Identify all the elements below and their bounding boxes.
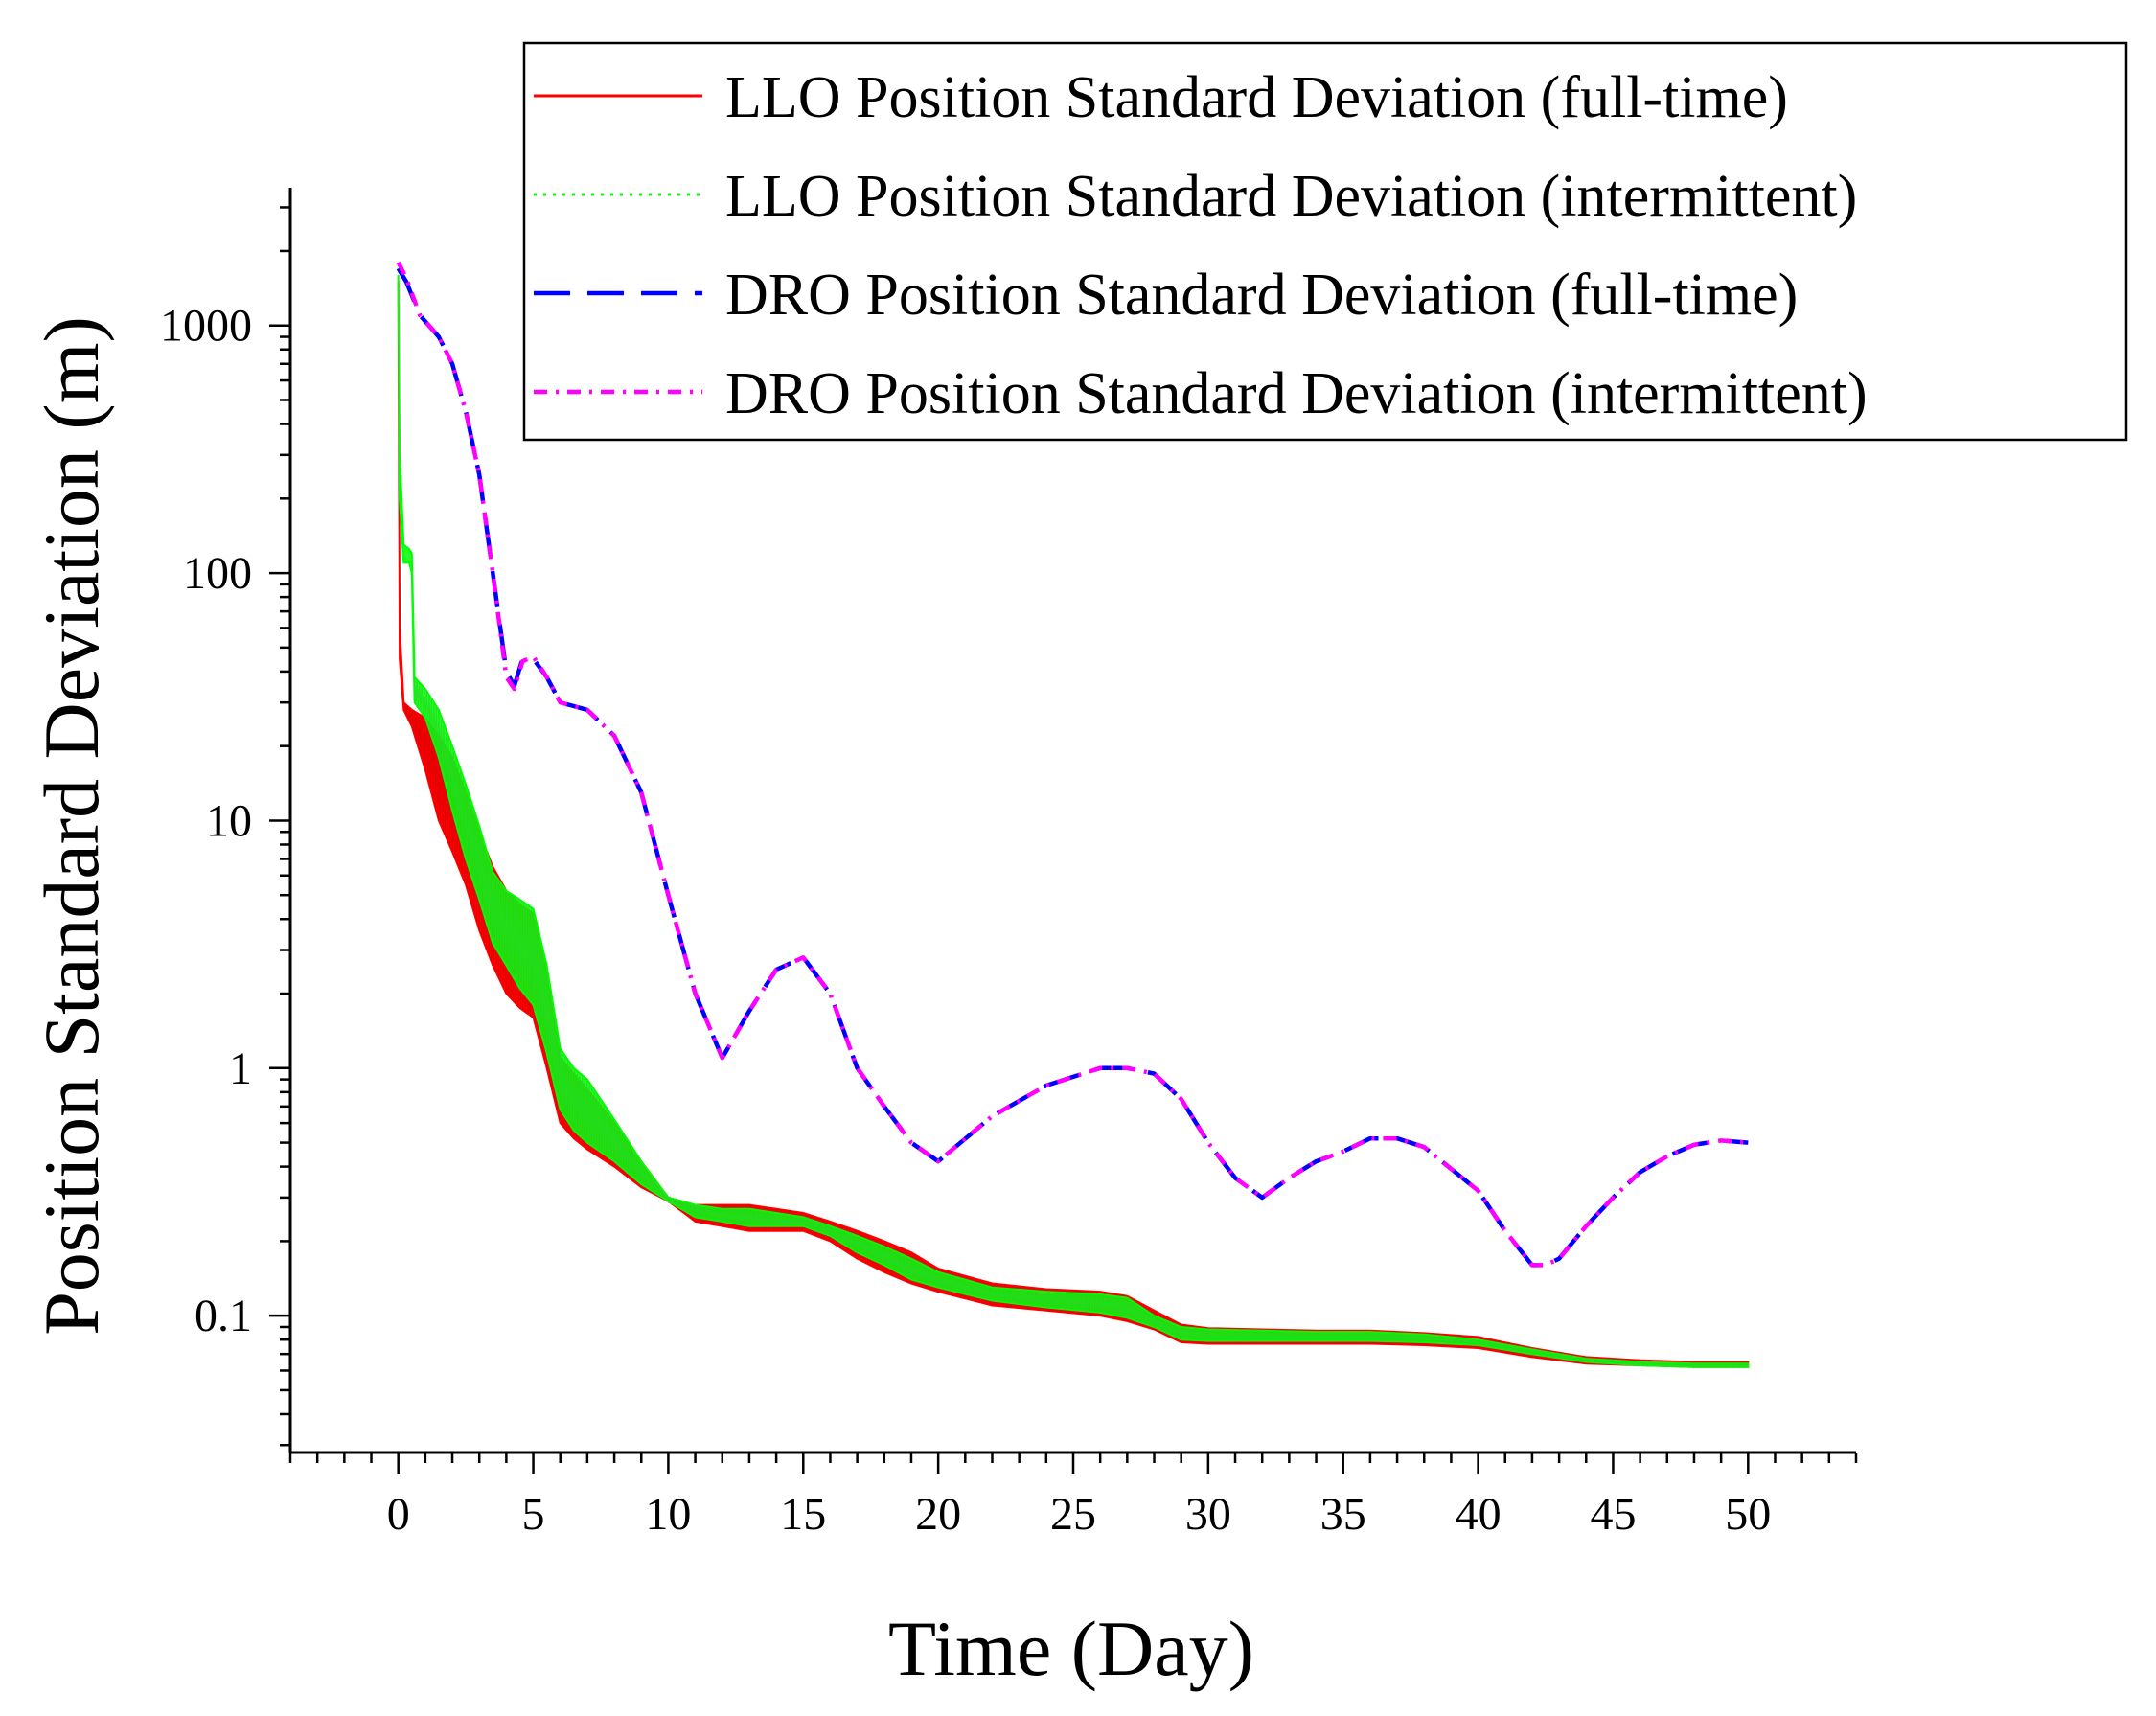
x-tick-label: 15 <box>780 1489 826 1540</box>
legend-label-3: DRO Position Standard Deviation (intermi… <box>725 361 1868 426</box>
x-tick-label: 25 <box>1050 1489 1096 1540</box>
y-ticks: 0.1 1 10 100 1000 <box>160 206 290 1447</box>
x-tick-label: 20 <box>915 1489 961 1540</box>
x-tick-label: 40 <box>1456 1489 1502 1540</box>
legend-label-0: LLO Position Standard Deviation (full-ti… <box>725 65 1788 130</box>
legend-label-2: DRO Position Standard Deviation (full-ti… <box>725 263 1798 328</box>
x-axis-title: Time (Day) <box>888 1605 1254 1692</box>
x-tick-label: 30 <box>1185 1489 1231 1540</box>
y-tick-label: 100 <box>183 548 252 599</box>
y-tick-label: 1 <box>229 1043 252 1094</box>
dro-lines <box>396 261 1749 1268</box>
series-oscillation-1 <box>414 676 1748 1369</box>
x-ticks: 0 5 10 15 20 25 30 35 40 45 50 <box>288 1453 1858 1540</box>
x-tick-label: 50 <box>1725 1489 1771 1540</box>
legend-box <box>522 41 2128 442</box>
series-band-0 <box>397 282 1750 1368</box>
series-line-3 <box>396 261 1749 1268</box>
legend: LLO Position Standard Deviation (full-ti… <box>522 41 2128 442</box>
y-tick-label: 10 <box>206 795 252 846</box>
y-axis-title: Position Standard Deviation (m) <box>28 316 115 1336</box>
x-tick-label: 45 <box>1590 1489 1636 1540</box>
x-tick-label: 35 <box>1320 1489 1366 1540</box>
legend-label-1: LLO Position Standard Deviation (intermi… <box>725 164 1857 229</box>
x-tick-label: 5 <box>522 1489 545 1540</box>
y-tick-label: 0.1 <box>195 1291 252 1341</box>
series-oscillation-0 <box>404 703 1749 1367</box>
x-tick-label: 0 <box>387 1489 410 1540</box>
llo-bands <box>397 274 1750 1369</box>
y-tick-label: 1000 <box>160 301 252 352</box>
x-tick-label: 10 <box>645 1489 691 1540</box>
series-band-1 <box>397 274 1750 1368</box>
